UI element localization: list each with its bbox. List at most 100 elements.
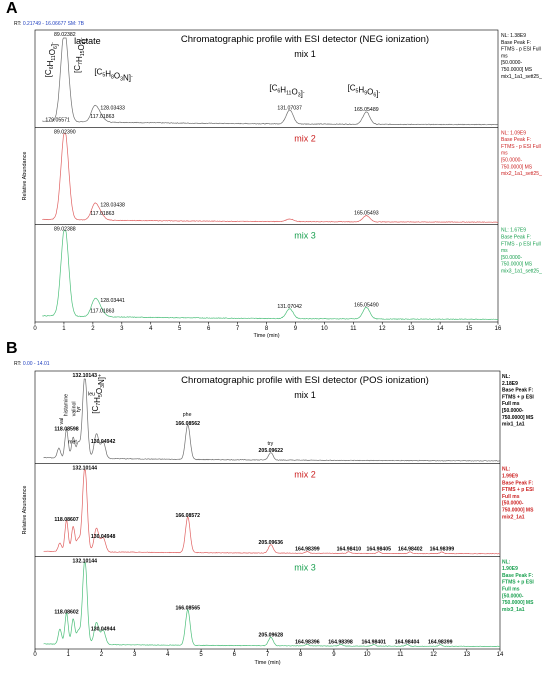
side-info-line: Base Peak F: [501, 40, 531, 46]
peak-label: 117.01863 [90, 114, 114, 120]
side-info-line: NL: [502, 467, 511, 473]
trace-line [42, 37, 499, 126]
x-tick-label: 12 [379, 326, 386, 332]
x-tick-label: 11 [350, 326, 357, 332]
peak-label: 118.08598 [54, 427, 78, 433]
peak-label: 164.98401 [362, 639, 387, 645]
mix-label: mix 3 [294, 562, 316, 572]
compound-label: val [59, 418, 65, 425]
y-axis-label: Relative Abundance [22, 486, 28, 535]
side-info-line: mix3_1a1_sett25_ [501, 268, 542, 274]
peak-label: 164.98405 [367, 547, 392, 553]
x-tick-label: 16 [495, 326, 502, 332]
x-tick-label: 13 [463, 652, 470, 658]
x-tick-label: 0 [33, 652, 37, 658]
compound-label: [C7H5O3N]+ [91, 374, 106, 414]
side-info-line: [50.0000- [502, 501, 524, 507]
peak-label: 205.09628 [259, 633, 284, 639]
y-axis-label: Relative Abundance [22, 152, 28, 201]
side-info-line: Full ms [502, 401, 520, 407]
trace-line [43, 469, 501, 555]
side-info-line: NL: 1.67E9 [501, 228, 526, 234]
chart-title: Chromatographic profile with ESI detecto… [181, 34, 429, 45]
side-info-line: 2.18E9 [502, 381, 518, 387]
compound-label: valinol [72, 401, 78, 416]
side-info-line: 1.90E9 [502, 566, 518, 572]
x-tick-label: 7 [236, 326, 240, 332]
side-info-line: NL: [502, 559, 511, 565]
peak-label: 130.04948 [91, 534, 116, 540]
side-info-line: 750.0000] MS [502, 600, 534, 606]
peak-label: 164.98399 [428, 639, 453, 645]
compound-label: leu [88, 392, 95, 398]
x-tick-label: 6 [207, 326, 211, 332]
trace-1: 118.08598 132.10143 130.04942 166.08562 205.… [43, 373, 534, 462]
trace-2: 118.08607 132.10144 130.04948 166.08572 205.… [43, 466, 534, 555]
compound-label: phe [183, 412, 192, 418]
side-info-line: 750.0000] MS [501, 67, 533, 73]
x-tick-label: 3 [133, 652, 137, 658]
mix-label: mix 2 [294, 133, 316, 143]
rt-label: RT: 0.00 - 14.01 [14, 361, 50, 367]
peak-label: 166.08572 [176, 513, 201, 519]
compound-label: tyr [76, 406, 82, 412]
side-info-line: [50.0000- [501, 255, 522, 261]
x-tick-label: 1 [67, 652, 71, 658]
x-tick-label: 1 [62, 326, 66, 332]
x-tick-label: 2 [91, 326, 95, 332]
rt-label: RT: 0.21749 - 16.06677 SM: 7B [14, 21, 85, 27]
x-tick-label: 8 [299, 652, 303, 658]
peak-label: 132.10144 [73, 558, 98, 564]
side-info-line: 750.0000] MS [501, 164, 533, 170]
trace-line [43, 561, 501, 648]
peak-label: 205.09636 [259, 540, 284, 546]
side-info-line: Full ms [502, 587, 520, 593]
compound-label: [C5H8O3N]- [94, 68, 133, 83]
mix-label: mix 1 [294, 49, 316, 59]
x-axis-label: Time (min) [254, 660, 280, 666]
trace-2: 89.02390 117.01863 128.03438 165.05493 mix 2… [42, 129, 542, 223]
compound-label: [C6H11O6]- [44, 42, 59, 77]
peak-label: 117.01863 [90, 211, 114, 217]
peak-label: 166.08562 [176, 421, 201, 427]
x-tick-label: 5 [199, 652, 203, 658]
peak-label: 179.05571 [45, 117, 70, 123]
x-tick-label: 9 [294, 326, 298, 332]
peak-label: 118.08602 [54, 610, 78, 616]
peak-label: 164.98404 [395, 639, 420, 645]
x-tick-label: 8 [265, 326, 269, 332]
x-tick-label: 3 [120, 326, 124, 332]
side-info-line: 750.0000] MS [501, 262, 533, 268]
peak-label: 128.03438 [100, 203, 125, 209]
trace-1: 89.02382 179.05571 117.01863 128.03433 131.0… [42, 32, 542, 126]
side-info-line: mix3_1a1 [502, 607, 525, 613]
x-tick-label: 10 [321, 326, 328, 332]
side-info-line: [50.0000- [501, 158, 522, 164]
peak-label: 164.98399 [295, 547, 320, 553]
side-info-line: [50.0000- [502, 408, 524, 414]
side-info-line: 750.0000] MS [502, 507, 534, 513]
side-info-line: [50.0000- [502, 593, 524, 599]
compound-label: lactate [74, 36, 101, 46]
side-info-line: FTMS - p ESI Full [501, 241, 541, 247]
side-info-line: mix1_1a1_sett25_ [501, 74, 542, 80]
x-tick-label: 12 [430, 652, 437, 658]
x-axis-label: Time (min) [253, 333, 279, 339]
x-tick-label: 7 [266, 652, 270, 658]
panel-letter: A [6, 0, 18, 17]
trace-line [42, 132, 499, 223]
panel-letter: B [6, 340, 18, 357]
peak-label: 89.02388 [54, 227, 76, 233]
peak-label: 130.04944 [91, 627, 116, 633]
peak-label: 132.10144 [73, 466, 98, 472]
peak-label: 89.02382 [54, 32, 76, 38]
peak-label: 131.07037 [277, 105, 302, 111]
trace-line [43, 378, 501, 462]
x-tick-label: 4 [149, 326, 153, 332]
x-tick-label: 6 [233, 652, 237, 658]
side-info-line: mix2_1a1_sett25_ [501, 171, 542, 177]
plot-frame [34, 370, 501, 650]
side-info-line: mix2_1a1 [502, 514, 525, 520]
peak-label: 117.01863 [90, 308, 114, 314]
